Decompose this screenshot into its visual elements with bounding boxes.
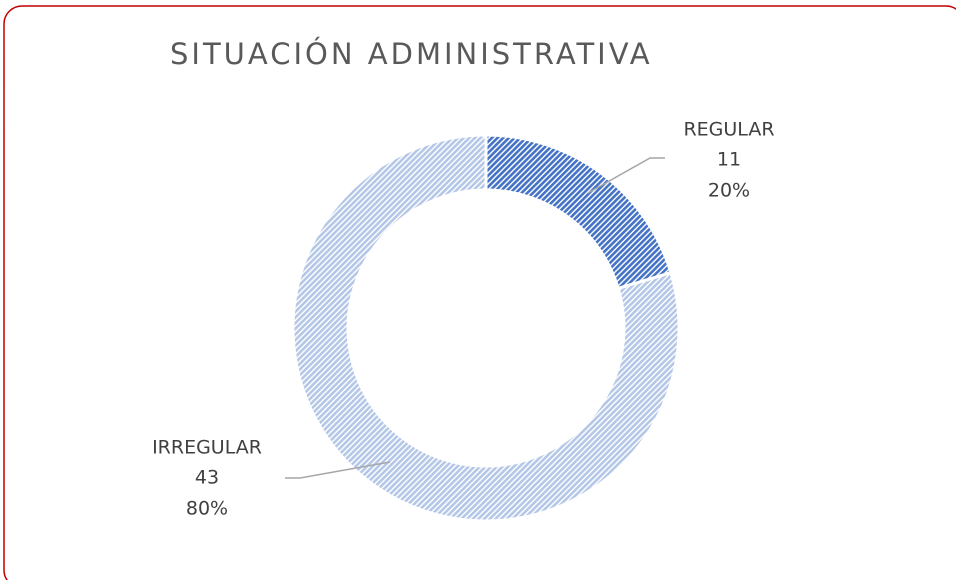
leader-line [285,461,391,479]
data-label-value: 43 [195,467,219,489]
donut-slice [291,133,681,523]
data-label-percent: 80% [186,498,228,520]
chart-title: SITUACIÓN ADMINISTRATIVA [170,37,653,71]
leader-line [587,157,665,194]
data-label-value: 11 [717,149,741,171]
data-label-percent: 20% [708,180,750,202]
data-label-category: REGULAR [683,119,774,141]
chart-frame [3,5,956,584]
data-label-category: IRREGULAR [152,437,262,459]
